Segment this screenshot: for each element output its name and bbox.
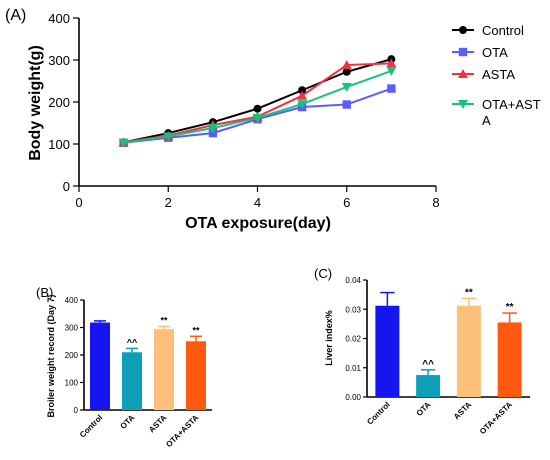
data-point-ota-ast-a xyxy=(207,124,218,134)
data-point-ota-ast-a xyxy=(386,66,397,76)
panel-b-significance-asta: ** xyxy=(160,315,168,325)
panel-a-label: (A) xyxy=(5,7,26,24)
legend-marker-ota-ast-a xyxy=(458,100,468,109)
legend-label-control: Control xyxy=(482,23,524,38)
data-point-asta xyxy=(386,58,397,68)
panel-c-category-label-control: Control xyxy=(365,400,391,426)
data-point-ota xyxy=(208,128,218,138)
panel-c-significance-asta: ** xyxy=(465,287,473,298)
panel-a-x-tick-label: 6 xyxy=(343,195,350,210)
data-point-ota-ast-a xyxy=(297,100,308,110)
panel-c-bar-ota xyxy=(416,375,441,397)
legend-marker-ota xyxy=(458,47,468,57)
legend-label-ota-ast-a: OTA+AST A xyxy=(482,97,541,128)
panel-c-bar-asta xyxy=(456,305,481,397)
panel-a-x-tick-label: 8 xyxy=(432,195,439,210)
panel-b-y-tick-label: 400 xyxy=(65,296,79,305)
panel-c-significance-ota: ^^ xyxy=(422,359,434,370)
panel-a-y-tick-label: 300 xyxy=(48,53,70,68)
legend-marker-control xyxy=(459,26,467,34)
panel-b-bar-ota xyxy=(122,352,142,410)
data-point-ota-ast-a xyxy=(252,113,263,123)
data-point-ota-ast-a xyxy=(341,82,352,92)
panel-b-category-label-ota-asta: OTA+ASTA xyxy=(164,413,200,449)
panel-b-y-axis-title: Broiler weight record (Day 7) xyxy=(46,294,56,417)
panel-b-y-tick-label: 200 xyxy=(65,351,79,360)
legend-label-asta: ASTA xyxy=(482,67,515,82)
panel-c-y-tick-label: 0.01 xyxy=(345,364,361,373)
panel-a-x-tick-label: 0 xyxy=(75,195,82,210)
panel-b-label: (B) xyxy=(36,285,53,300)
panel-a-x-tick-label: 2 xyxy=(165,195,172,210)
data-point-control xyxy=(298,86,307,95)
panel-b-significance-ota: ^^ xyxy=(127,337,138,347)
panel-a-x-tick-label: 4 xyxy=(254,195,261,210)
data-point-asta xyxy=(297,90,308,100)
panel-b-y-tick-label: 300 xyxy=(65,324,79,333)
panel-b-y-tick-label: 100 xyxy=(65,379,79,388)
data-point-control xyxy=(342,67,351,76)
panel-c-y-tick-label: 0.02 xyxy=(345,335,361,344)
panel-c-y-tick-label: 0.04 xyxy=(345,276,361,285)
panel-a-x-axis-title: OTA exposure(day) xyxy=(185,215,331,232)
legend-marker-asta xyxy=(458,69,468,78)
panel-c-y-axis-title: Liver index% xyxy=(324,310,334,366)
data-point-ota-ast-a xyxy=(118,138,129,148)
series-line-control xyxy=(123,58,392,144)
panel-b-bar-control xyxy=(90,322,110,410)
panel-b-bar-ota-asta xyxy=(186,341,206,410)
data-point-ota xyxy=(387,84,396,93)
data-point-ota-ast-a xyxy=(163,132,174,142)
panel-c-category-label-ota: OTA xyxy=(415,400,433,418)
panel-a-y-tick-label: 400 xyxy=(48,11,70,26)
panel-c-label: (C) xyxy=(314,266,332,281)
legend-label-ota: OTA xyxy=(482,45,508,60)
panel-c-bar-chart: (C) Liver index% 0.00 0.01 0.02 0.03 0.04 Co… xyxy=(314,266,530,436)
data-point-asta xyxy=(341,60,352,70)
panel-a-y-axis-title: Body weight(g) xyxy=(27,45,44,161)
panel-b-bar-chart: (B) Broiler weight record (Day 7) 0 100 20… xyxy=(36,285,212,449)
panel-a-y-tick-label: 0 xyxy=(63,179,70,194)
panel-b-category-label-ota: OTA xyxy=(119,413,137,431)
panel-b-bar-asta xyxy=(154,329,174,410)
panel-b-category-label-asta: ASTA xyxy=(147,413,169,435)
data-point-ota xyxy=(342,100,351,109)
panel-b-category-label-control: Control xyxy=(78,413,104,439)
panel-c-bar-ota-asta xyxy=(497,322,522,397)
panel-c-category-label-ota-asta: OTA+ASTA xyxy=(478,400,514,436)
panel-a-line-chart: (A) Body weight(g) OTA exposure(day) 0 10… xyxy=(5,7,541,232)
panel-c-y-tick-label: 0.00 xyxy=(345,393,361,402)
panel-c-bar-control xyxy=(375,305,400,397)
panel-c-significance-ota-asta: ** xyxy=(506,302,514,313)
panel-c-category-label-asta: ASTA xyxy=(452,400,474,422)
panel-b-y-tick-label: 0 xyxy=(74,406,79,415)
data-point-control xyxy=(253,104,262,113)
panel-a-y-tick-label: 100 xyxy=(48,137,70,152)
panel-c-y-tick-label: 0.03 xyxy=(345,305,361,314)
panel-b-significance-ota-asta: ** xyxy=(192,325,200,335)
panel-a-y-tick-label: 200 xyxy=(48,95,70,110)
